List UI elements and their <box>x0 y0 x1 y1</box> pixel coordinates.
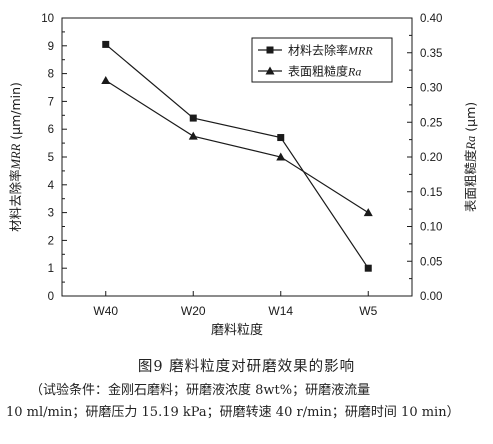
left-axis-label: 材料去除率MRR (μm/min) <box>8 82 23 232</box>
figure-caption-conditions-line1: （试验条件：金刚石磨料；研磨液浓度 8wt%；研磨液流量 <box>30 383 371 398</box>
legend-label-1: 材料去除率MRR <box>288 43 373 58</box>
right-axis-label: 表面粗糙度Ra (μm) <box>463 102 478 212</box>
right-tick-label: 0.15 <box>420 187 442 199</box>
left-tick-label: 6 <box>48 124 54 136</box>
chart: 0 1 2 3 4 5 6 7 8 9 10 0.00 0.05 0.10 0.15 0.20 0.25 0.30… <box>8 13 478 338</box>
series-1-point <box>364 264 372 272</box>
left-tick-label: 8 <box>48 69 54 81</box>
figure-caption-title: 图9 磨料粒度对研磨效果的影响 <box>137 359 356 375</box>
left-tick-label: 9 <box>48 41 54 53</box>
right-tick-label: 0.10 <box>420 222 442 234</box>
legend-marker-2 <box>265 66 275 75</box>
series-1-point <box>102 40 110 48</box>
series-line-2 <box>105 80 369 214</box>
left-tick-label: 2 <box>48 235 54 247</box>
series-1-point <box>189 114 197 122</box>
left-tick-label: 1 <box>48 263 54 275</box>
series-1-point <box>277 134 285 142</box>
x-tick-label: W40 <box>93 304 118 318</box>
right-tick-label: 0.35 <box>420 48 442 60</box>
chart-svg: 0 1 2 3 4 5 6 7 8 9 10 0.00 0.05 0.10 0.15 0.20 0.25 0.30… <box>8 13 478 338</box>
left-tick-label: 10 <box>41 13 54 25</box>
figure-caption-conditions-line2: 10 ml/min；研磨压力 15.19 kPa；研磨转速 40 r/min；研… <box>6 405 460 420</box>
right-tick-label: 0.05 <box>420 256 442 268</box>
legend-label-2: 表面粗糙度Ra <box>288 64 361 79</box>
right-tick-label: 0.25 <box>420 117 442 129</box>
right-tick-label: 0.00 <box>420 291 442 303</box>
series-2-point <box>188 131 198 140</box>
left-tick-label: 3 <box>48 208 54 220</box>
right-tick-label: 0.40 <box>420 13 442 25</box>
x-axis-label: 磨料粒度 <box>211 322 263 338</box>
legend-box <box>251 37 393 83</box>
left-tick-label: 5 <box>48 152 54 164</box>
series-line-1 <box>105 43 369 269</box>
legend-marker-1 <box>266 46 274 54</box>
series-2-point <box>363 208 373 217</box>
x-tick-label: W20 <box>181 304 206 318</box>
left-tick-label: 0 <box>48 291 54 303</box>
left-tick-label: 4 <box>48 180 55 192</box>
right-tick-label: 0.30 <box>420 83 442 95</box>
left-tick-label: 7 <box>48 96 54 108</box>
x-tick-label: W5 <box>359 304 377 318</box>
x-tick-label: W14 <box>268 304 293 318</box>
series-2-point <box>276 152 286 161</box>
right-tick-label: 0.20 <box>420 152 442 164</box>
series-2-point <box>101 76 111 85</box>
